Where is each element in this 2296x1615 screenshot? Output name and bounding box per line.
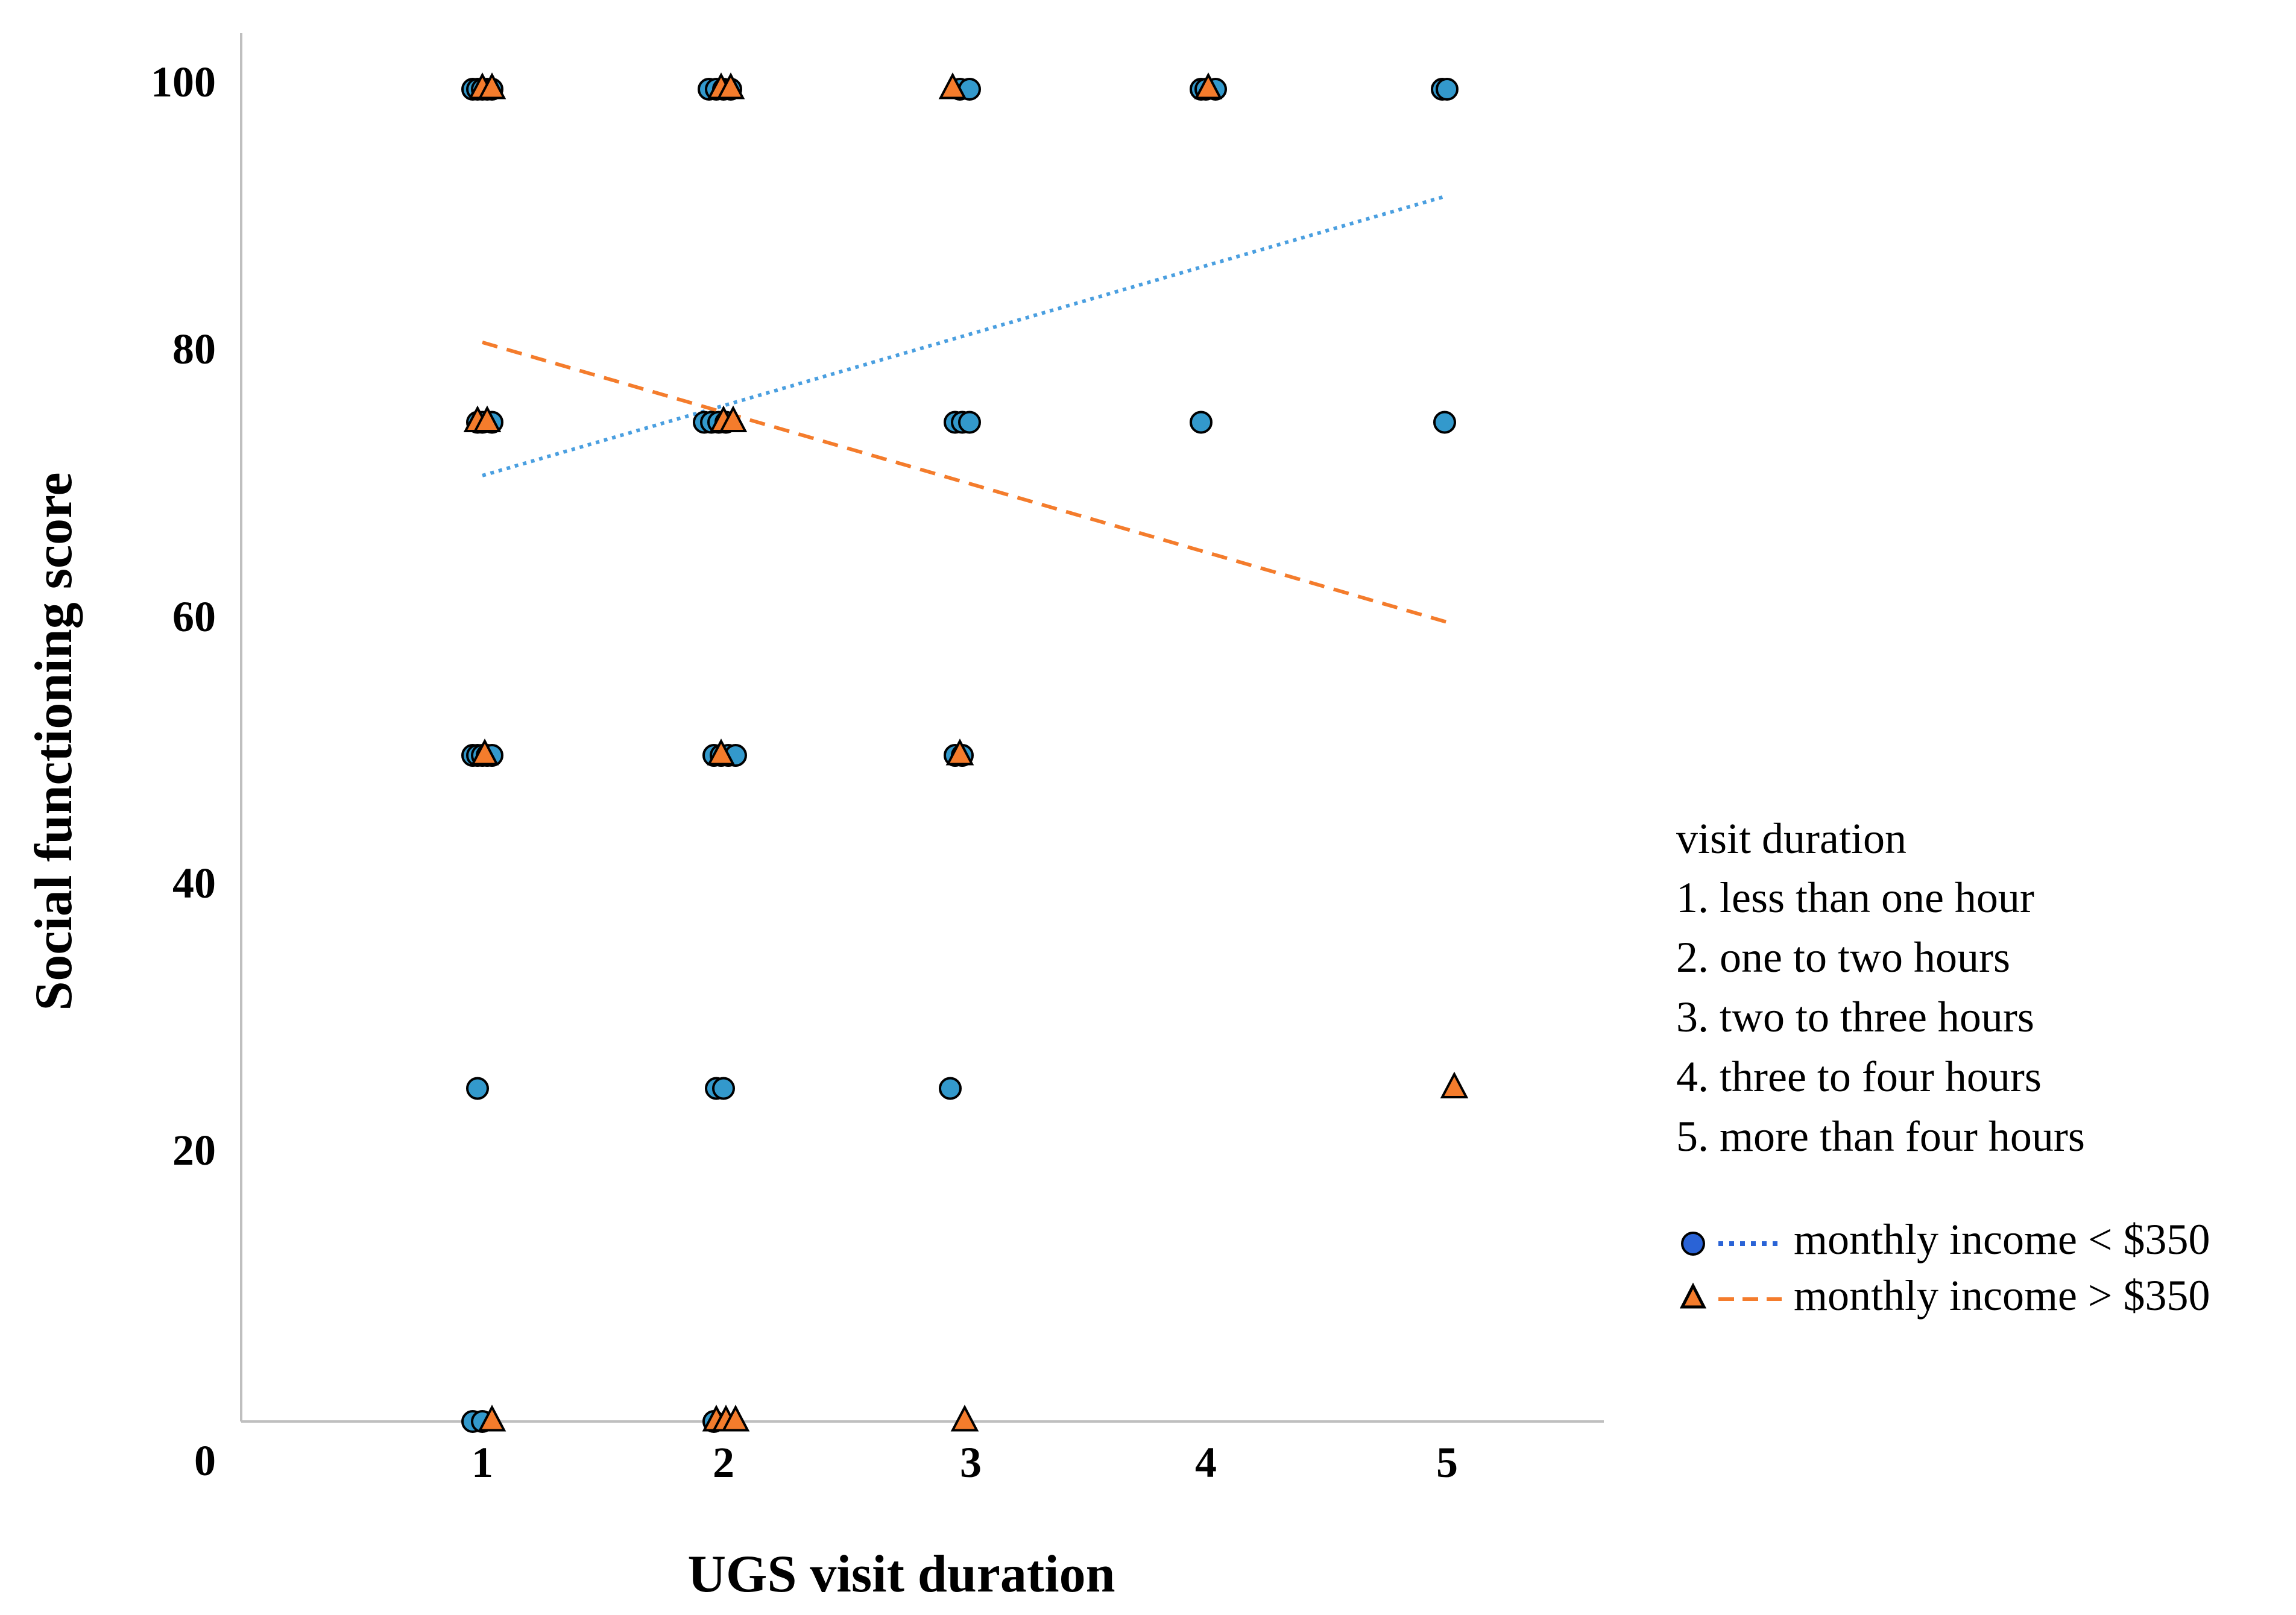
y-tick-label: 40: [172, 859, 216, 907]
data-points: [461, 72, 1469, 1433]
legend-series-label: monthly income > $350: [1794, 1271, 2210, 1320]
data-point-triangle: [1440, 1071, 1469, 1098]
data-point-triangle: [950, 1405, 979, 1432]
data-point-triangle: [478, 1405, 506, 1432]
x-tick-label: 4: [1195, 1438, 1217, 1487]
data-point-triangle: [716, 72, 745, 99]
legend: visit duration 1. less than one hour 2. …: [1676, 814, 2210, 1320]
data-point-circle: [1436, 78, 1459, 101]
data-point-triangle: [1194, 72, 1223, 99]
legend-level: 2. one to two hours: [1676, 933, 2010, 981]
legend-level: 4. three to four hours: [1676, 1053, 2042, 1101]
legend-circle-marker: [1681, 1232, 1705, 1256]
x-tick-label: 3: [960, 1438, 982, 1487]
legend-series-label: monthly income < $350: [1794, 1215, 2210, 1264]
legend-triangle-marker: [1679, 1282, 1707, 1309]
data-point-circle: [712, 1077, 735, 1100]
legend-level: 3. two to three hours: [1676, 993, 2034, 1041]
data-point-triangle: [719, 405, 748, 432]
data-point-circle: [958, 411, 981, 434]
y-tick-label: 80: [172, 325, 216, 373]
x-tick-label: 2: [713, 1438, 734, 1487]
data-point-circle: [939, 1077, 962, 1100]
data-point-triangle: [721, 1405, 750, 1432]
legend-level: 1. less than one hour: [1676, 874, 2034, 922]
y-tick-label: 0: [194, 1437, 216, 1485]
y-tick-label: 60: [172, 593, 216, 641]
data-point-triangle: [470, 738, 499, 766]
data-point-triangle: [707, 738, 736, 766]
data-point-triangle: [938, 72, 967, 99]
x-axis-title: UGS visit duration: [687, 1545, 1115, 1604]
x-tick-label: 1: [472, 1438, 493, 1487]
legend-title: visit duration: [1676, 814, 1906, 863]
data-point-circle: [466, 1077, 489, 1100]
legend-level: 5. more than four hours: [1676, 1112, 2085, 1160]
data-point-triangle: [478, 72, 506, 99]
fit-line-high-income: [482, 341, 1448, 624]
y-tick-label: 100: [151, 58, 216, 106]
data-point-triangle: [473, 405, 502, 432]
data-point-circle: [1190, 411, 1213, 434]
y-tick-label: 20: [172, 1126, 216, 1174]
fit-line-low-income: [482, 194, 1448, 477]
fit-lines: [482, 194, 1448, 624]
y-axis-title: Social functioning score: [25, 472, 83, 1010]
data-point-circle: [1433, 411, 1456, 434]
data-point-triangle: [945, 738, 974, 766]
x-tick-label: 5: [1436, 1438, 1458, 1487]
